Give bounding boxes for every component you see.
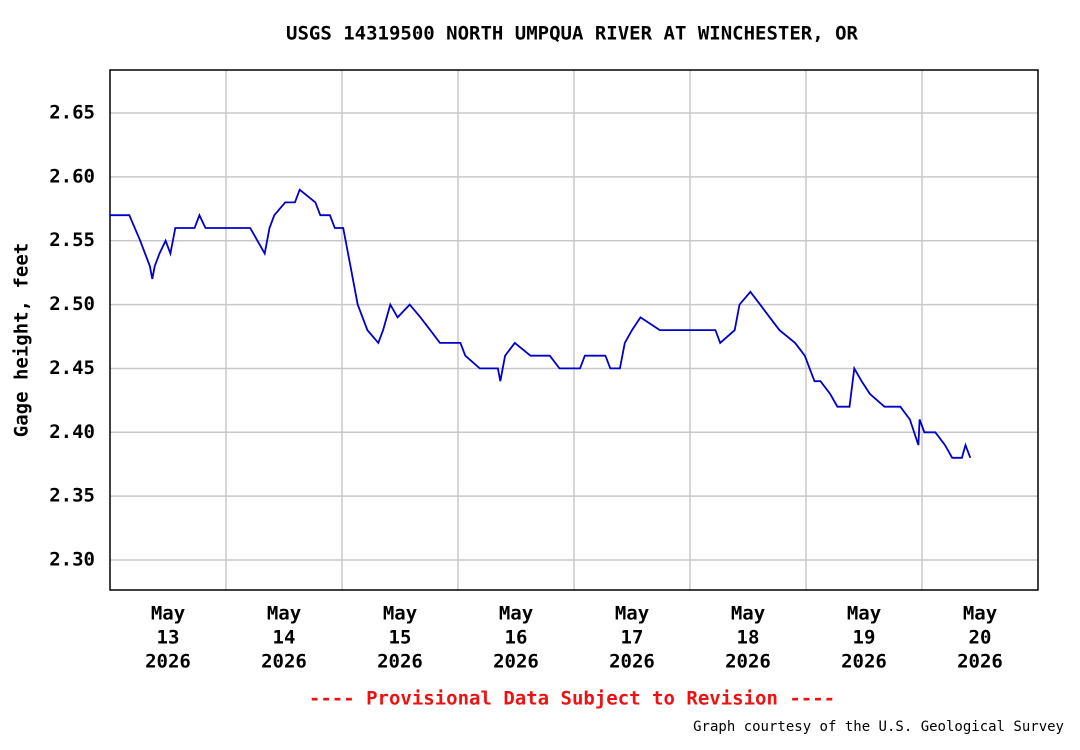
plot-frame xyxy=(109,69,1039,591)
y-tick-label: 2.40 xyxy=(49,421,95,443)
x-tick-label: May xyxy=(615,603,649,625)
x-tick-label: 20 xyxy=(969,627,992,649)
x-tick-label: 2026 xyxy=(145,651,191,673)
x-tick-label: 2026 xyxy=(609,651,655,673)
y-axis-label: Gage height, feet xyxy=(11,243,33,437)
x-tick-label: 2026 xyxy=(957,651,1003,673)
x-tick-label: May xyxy=(847,603,881,625)
x-tick-label: 2026 xyxy=(725,651,771,673)
x-tick-label: May xyxy=(499,603,533,625)
y-tick-label: 2.45 xyxy=(49,357,95,379)
x-tick-label: May xyxy=(731,603,765,625)
y-tick-label: 2.35 xyxy=(49,485,95,507)
y-tick-label: 2.65 xyxy=(49,102,95,124)
x-tick-label: 14 xyxy=(273,627,296,649)
x-tick-label: May xyxy=(963,603,997,625)
y-tick-label: 2.30 xyxy=(49,548,95,570)
x-tick-label: 2026 xyxy=(493,651,539,673)
x-tick-label: 18 xyxy=(737,627,760,649)
chart-title: USGS 14319500 NORTH UMPQUA RIVER AT WINC… xyxy=(286,23,859,45)
x-tick-label: May xyxy=(267,603,301,625)
x-tick-label: 13 xyxy=(157,627,180,649)
x-tick-label: 2026 xyxy=(377,651,423,673)
y-tick-label: 2.55 xyxy=(49,229,95,251)
x-tick-label: 17 xyxy=(621,627,644,649)
x-tick-label: May xyxy=(383,603,417,625)
x-tick-label: 2026 xyxy=(841,651,887,673)
credit-note: Graph courtesy of the U.S. Geological Su… xyxy=(693,719,1064,735)
data-line xyxy=(110,188,972,459)
x-tick-label: 2026 xyxy=(261,651,307,673)
x-tick-label: 16 xyxy=(505,627,528,649)
y-tick-label: 2.50 xyxy=(49,293,95,315)
x-tick-label: 19 xyxy=(853,627,876,649)
x-tick-label: May xyxy=(151,603,185,625)
y-tick-label: 2.60 xyxy=(49,165,95,187)
x-tick-label: 15 xyxy=(389,627,412,649)
provisional-note: ---- Provisional Data Subject to Revisio… xyxy=(309,688,835,710)
